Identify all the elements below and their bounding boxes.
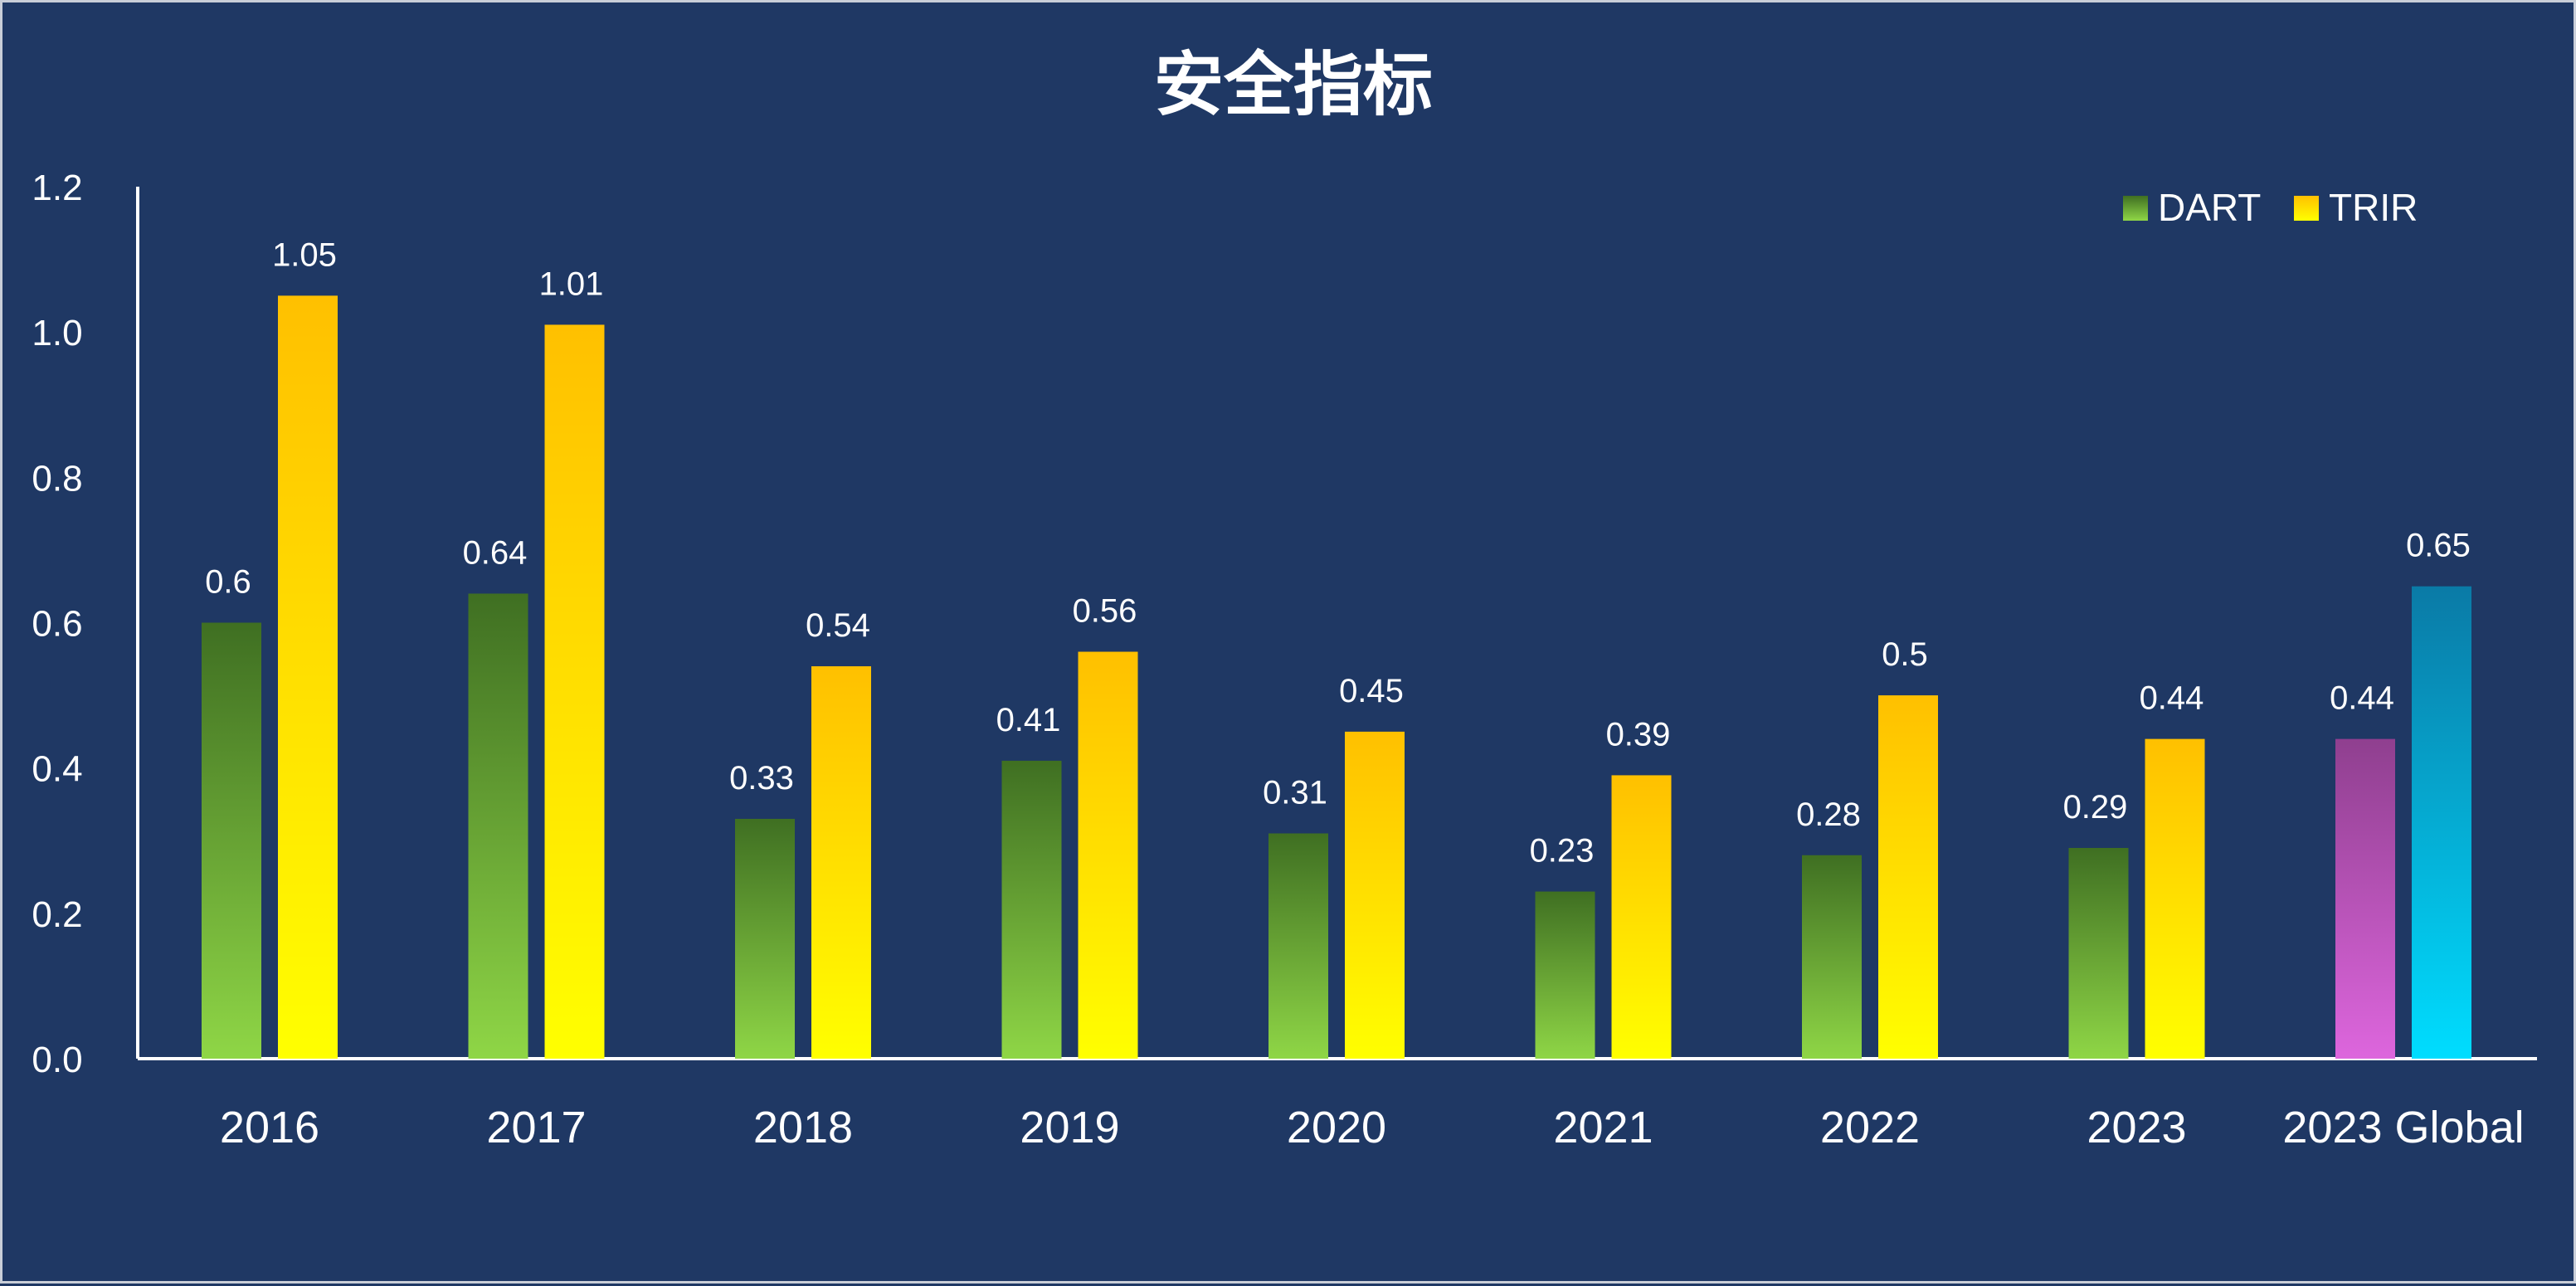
data-label: 0.64: [463, 534, 528, 571]
data-label: 0.54: [806, 607, 870, 644]
x-tick-label: 2018: [753, 1103, 853, 1152]
x-tick-label: 2023 Global: [2282, 1103, 2524, 1152]
x-tick-label: 2019: [1020, 1103, 1119, 1152]
bar-trir-2017: [544, 324, 605, 1059]
y-tick-label: 1.2: [32, 168, 82, 208]
bar-dart-2018: [735, 818, 795, 1059]
bar-dart-2021: [1535, 891, 1595, 1059]
data-label: 0.39: [1606, 716, 1671, 753]
bar-trir-2020: [1345, 731, 1405, 1059]
bar-trir-2021: [1611, 775, 1672, 1059]
bar-trir-2023: [2145, 738, 2205, 1059]
y-axis: 0.0 0.2 0.4 0.6 0.8 1.0 1.2: [32, 168, 139, 1080]
legend: DART TRIR: [2123, 186, 2418, 229]
data-label: 0.41: [996, 702, 1061, 738]
x-tick-label: 2020: [1287, 1103, 1386, 1152]
data-label: 0.6: [205, 564, 251, 601]
bar-trir-2018: [811, 666, 871, 1059]
data-labels-group: 0.6 1.05 0.64 1.01 0.33 0.54 0.41 0.56 0.31 0.45 0…: [205, 236, 2471, 869]
x-tick-label: 2016: [220, 1103, 319, 1152]
bar-dart-2016: [202, 622, 261, 1059]
bar-dart-2022: [1802, 855, 1862, 1059]
data-label: 0.33: [729, 760, 794, 796]
data-label: 0.28: [1796, 796, 1861, 833]
data-label: 0.45: [1339, 673, 1404, 709]
data-label: 0.29: [2063, 789, 2128, 826]
data-label: 0.44: [2330, 680, 2394, 717]
y-tick-label: 0.2: [32, 894, 82, 935]
bar-dart-2019: [1001, 760, 1062, 1059]
chart-title: 安全指标: [1154, 44, 1433, 125]
data-label: 0.5: [1882, 636, 1928, 673]
bar-trir-2019: [1078, 651, 1138, 1059]
bar-trir-2016: [278, 295, 338, 1059]
y-tick-label: 1.0: [32, 313, 82, 353]
bar-trir-2023-global: [2412, 586, 2471, 1059]
legend-label-trir: TRIR: [2329, 186, 2418, 229]
bars-group: [202, 295, 2471, 1059]
bar-dart-2023: [2068, 848, 2129, 1059]
bar-dart-2023-global: [2335, 738, 2395, 1059]
data-label: 1.05: [272, 236, 337, 273]
bar-dart-2020: [1269, 833, 1328, 1059]
legend-label-dart: DART: [2158, 186, 2261, 229]
bar-dart-2017: [468, 593, 528, 1059]
data-label: 0.23: [1530, 833, 1595, 870]
legend-swatch-trir: [2294, 196, 2319, 221]
data-label: 0.65: [2406, 528, 2471, 564]
y-tick-label: 0.0: [32, 1040, 82, 1080]
y-tick-label: 0.8: [32, 458, 82, 499]
y-tick-label: 0.4: [32, 749, 82, 790]
data-label: 0.44: [2140, 680, 2204, 717]
x-tick-label: 2023: [2087, 1103, 2186, 1152]
y-tick-label: 0.6: [32, 604, 82, 645]
x-tick-label: 2017: [486, 1103, 586, 1152]
bar-trir-2022: [1878, 695, 1938, 1059]
x-tick-label: 2022: [1820, 1103, 1920, 1152]
x-axis: 2016 2017 2018 2019 2020 2021 2022 2023 2023 Glo…: [138, 1057, 2537, 1152]
x-tick-label: 2021: [1553, 1103, 1653, 1152]
legend-swatch-dart: [2123, 196, 2148, 221]
data-label: 0.31: [1263, 774, 1327, 811]
data-label: 1.01: [539, 265, 604, 302]
data-label: 0.56: [1073, 593, 1137, 630]
